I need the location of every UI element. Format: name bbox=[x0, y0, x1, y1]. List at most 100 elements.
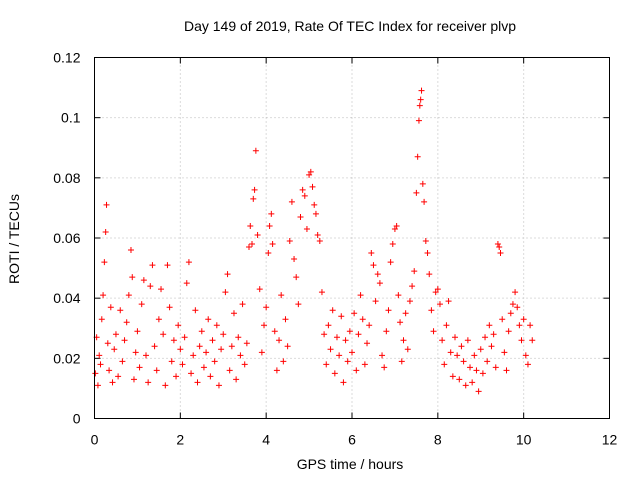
data-point bbox=[512, 289, 519, 296]
data-point bbox=[288, 198, 295, 205]
data-point bbox=[383, 328, 390, 335]
data-point bbox=[268, 210, 275, 217]
data-point bbox=[107, 304, 114, 311]
y-tick-label: 0.04 bbox=[53, 290, 80, 306]
data-point bbox=[160, 331, 167, 338]
data-point bbox=[183, 280, 190, 287]
data-point bbox=[121, 337, 128, 344]
data-point bbox=[370, 262, 377, 269]
data-point bbox=[111, 346, 118, 353]
data-point bbox=[293, 274, 300, 281]
data-point bbox=[147, 283, 154, 290]
data-point bbox=[422, 238, 429, 245]
data-point bbox=[359, 316, 366, 323]
data-point bbox=[198, 328, 205, 335]
data-point bbox=[252, 147, 259, 154]
data-point bbox=[311, 201, 318, 208]
data-point bbox=[421, 198, 428, 205]
data-point bbox=[398, 358, 405, 365]
y-tick-label: 0.1 bbox=[61, 110, 81, 126]
data-point bbox=[276, 337, 283, 344]
data-point bbox=[520, 316, 527, 323]
data-point bbox=[162, 382, 169, 389]
data-point bbox=[166, 304, 173, 311]
data-point bbox=[263, 304, 270, 311]
data-point bbox=[464, 337, 471, 344]
data-point bbox=[469, 379, 476, 386]
data-point bbox=[145, 379, 152, 386]
x-axis-label: GPS time / hours bbox=[297, 456, 404, 472]
data-point bbox=[419, 180, 426, 187]
x-tick-label: 12 bbox=[602, 432, 618, 448]
data-point bbox=[518, 337, 525, 344]
data-point bbox=[258, 349, 265, 356]
data-point bbox=[475, 388, 482, 395]
data-point bbox=[247, 222, 254, 229]
y-tick-label: 0.08 bbox=[53, 170, 80, 186]
data-point bbox=[117, 307, 124, 314]
x-tick-label: 10 bbox=[516, 432, 532, 448]
data-point bbox=[222, 289, 229, 296]
data-point bbox=[336, 352, 343, 359]
tick-labels: 0 2 4 6 8 10 12 0 0.02 0.04 0.06 0.08 0.1 0.12 bbox=[53, 50, 617, 448]
x-tick-label: 0 bbox=[91, 432, 99, 448]
data-point bbox=[473, 367, 480, 374]
data-point bbox=[291, 256, 298, 263]
data-point bbox=[269, 241, 276, 248]
data-point bbox=[357, 292, 364, 299]
data-point bbox=[218, 346, 225, 353]
data-point bbox=[112, 331, 119, 338]
data-point bbox=[106, 367, 113, 374]
data-point bbox=[467, 364, 474, 371]
data-point bbox=[177, 346, 184, 353]
data-point bbox=[284, 343, 291, 350]
data-point bbox=[445, 298, 452, 305]
data-point bbox=[125, 292, 132, 299]
data-point bbox=[406, 298, 413, 305]
data-point bbox=[246, 244, 252, 251]
data-point bbox=[486, 322, 493, 329]
data-point bbox=[366, 322, 373, 329]
data-point bbox=[449, 373, 456, 380]
data-point bbox=[482, 334, 489, 341]
data-point bbox=[505, 328, 512, 335]
data-point bbox=[395, 292, 402, 299]
data-point bbox=[228, 343, 235, 350]
data-point bbox=[447, 349, 454, 356]
data-point bbox=[490, 331, 497, 338]
data-point bbox=[376, 280, 383, 287]
data-point bbox=[282, 316, 289, 323]
data-point bbox=[123, 319, 130, 326]
data-point bbox=[432, 289, 439, 296]
data-point bbox=[185, 259, 192, 266]
data-point bbox=[316, 238, 323, 245]
data-point bbox=[181, 334, 188, 341]
data-point bbox=[329, 307, 336, 314]
data-point bbox=[327, 346, 334, 353]
data-point bbox=[402, 310, 409, 317]
data-point bbox=[497, 250, 504, 257]
x-tick-label: 2 bbox=[176, 432, 184, 448]
data-point bbox=[254, 231, 261, 238]
data-point bbox=[237, 352, 244, 359]
data-point bbox=[331, 370, 338, 377]
data-point bbox=[239, 301, 246, 308]
data-point bbox=[333, 334, 340, 341]
data-point bbox=[381, 364, 388, 371]
data-point bbox=[175, 322, 182, 329]
y-tick-label: 0 bbox=[73, 411, 81, 427]
data-point bbox=[325, 322, 332, 329]
data-point bbox=[426, 271, 433, 278]
y-tick-label: 0.12 bbox=[53, 50, 80, 66]
data-point bbox=[168, 358, 175, 365]
data-point bbox=[196, 343, 203, 350]
data-point bbox=[312, 210, 319, 217]
data-point bbox=[361, 361, 368, 368]
data-point bbox=[516, 322, 523, 329]
y-axis-label: ROTI / TECUs bbox=[6, 194, 22, 284]
data-point bbox=[430, 328, 437, 335]
data-point bbox=[92, 370, 99, 377]
data-point bbox=[170, 337, 177, 344]
data-point bbox=[130, 376, 137, 383]
